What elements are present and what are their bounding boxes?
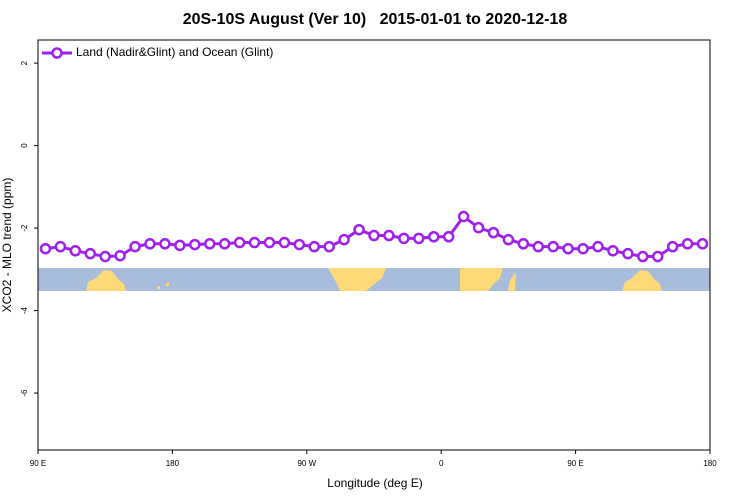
data-point: [666, 240, 679, 253]
legend: Land (Nadir&Glint) and Ocean (Glint): [42, 45, 273, 59]
y-axis-label: XCO2 - MLO trend (ppm): [0, 178, 14, 313]
land: [86, 270, 126, 291]
data-point: [338, 233, 350, 246]
data-point: [368, 229, 380, 242]
map-strip: [38, 268, 710, 291]
data-point: [607, 245, 619, 257]
x-tick-label: 90 W: [297, 459, 316, 468]
data-point: [398, 232, 410, 245]
data-point: [278, 236, 291, 249]
data-point: [427, 231, 440, 243]
y-tick-label: -2: [20, 224, 29, 232]
x-tick-label: 0: [439, 459, 444, 468]
data-point: [39, 242, 52, 255]
data-point: [502, 233, 515, 246]
data-point: [84, 247, 97, 260]
legend-label: Land (Nadir&Glint) and Ocean (Glint): [76, 45, 273, 59]
data-point: [547, 240, 559, 253]
data-point: [69, 245, 82, 257]
data-point: [532, 240, 545, 253]
plot-frame: [37, 39, 711, 451]
data-point: [457, 210, 470, 223]
data-point: [218, 238, 231, 250]
x-axis-label: Longitude (deg E): [327, 476, 422, 490]
chart-title: 20S-10S August (Ver 10) 2015-01-01 to 20…: [183, 11, 568, 28]
data-point: [487, 226, 500, 239]
x-tick-label: 180: [703, 459, 717, 468]
x-tick-label: 90 E: [567, 459, 583, 468]
data-point: [442, 231, 455, 243]
data-point: [622, 247, 634, 260]
data-point: [308, 240, 321, 253]
data-point: [353, 223, 365, 236]
legend-marker: [51, 47, 63, 59]
y-tick-label: 0: [20, 143, 29, 148]
data-point: [129, 240, 141, 253]
y-tick-label: 2: [20, 60, 29, 65]
data-point: [637, 250, 649, 263]
land: [460, 268, 503, 291]
data-point: [592, 240, 604, 253]
data-point: [174, 239, 186, 252]
data-point: [189, 238, 201, 251]
data-point: [233, 236, 246, 249]
data-point: [248, 236, 261, 249]
data-point: [159, 238, 171, 250]
land: [166, 283, 169, 286]
x-tick-label: 180: [166, 459, 180, 468]
data-point: [517, 238, 530, 250]
land: [157, 286, 160, 289]
x-tick-label: 90 E: [30, 459, 46, 468]
data-point: [651, 250, 664, 263]
data-point: [54, 240, 67, 253]
data-point: [577, 242, 589, 255]
data-point: [562, 242, 574, 255]
data-point: [413, 232, 425, 245]
data-point: [203, 238, 216, 250]
data-point: [472, 221, 485, 234]
data-point: [263, 236, 276, 249]
data-point: [144, 238, 156, 250]
data-point: [99, 250, 111, 263]
data-point: [696, 238, 709, 250]
data-point: [323, 240, 335, 253]
y-tick-label: -6: [20, 389, 29, 397]
data-point: [293, 238, 306, 251]
data-point: [681, 238, 694, 250]
y-tick-label: -4: [20, 306, 29, 314]
land: [622, 270, 662, 291]
data-point: [383, 229, 395, 242]
land: [508, 272, 516, 291]
land: [328, 268, 386, 291]
data-point: [114, 249, 126, 262]
